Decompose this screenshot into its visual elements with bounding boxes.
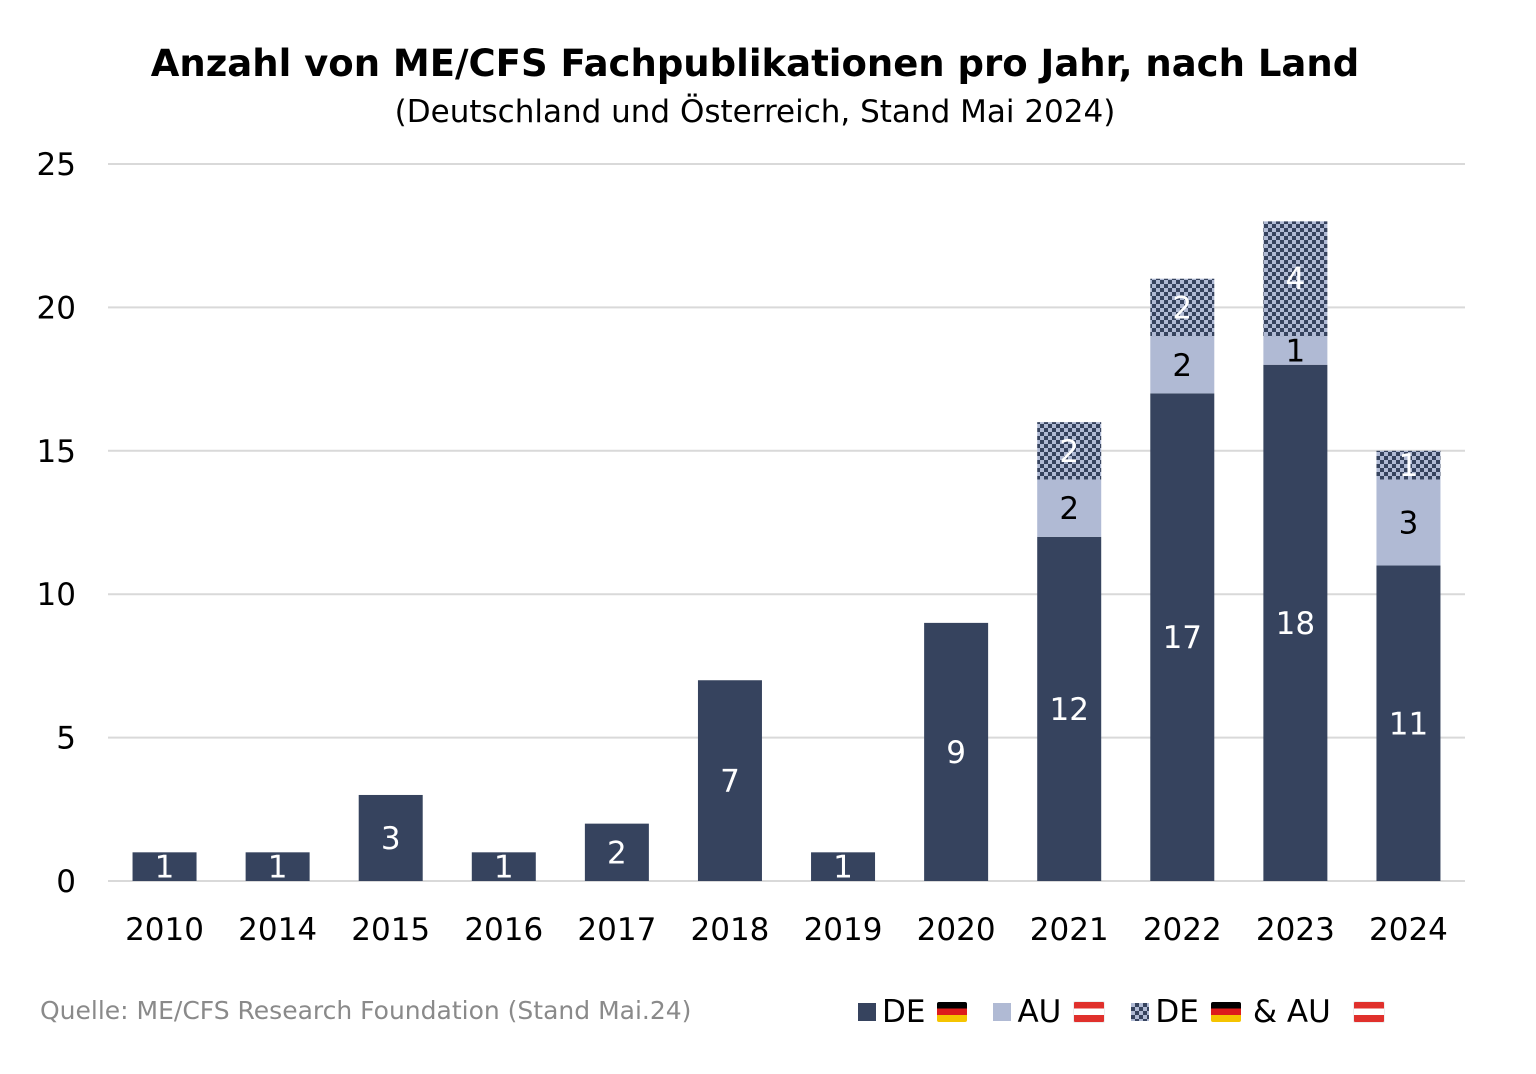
legend-label: DE: [882, 994, 926, 1030]
x-tick-label: 2014: [238, 912, 317, 948]
data-label: 1: [494, 850, 514, 886]
austria-flag-icon: [1352, 1001, 1385, 1023]
chart-title: Anzahl von ME/CFS Fachpublikationen pro …: [150, 42, 1360, 85]
y-tick-label: 0: [56, 864, 76, 900]
data-label: 2: [1172, 348, 1192, 384]
legend-item-de: DE: [858, 994, 968, 1030]
bar-au-2022: [1150, 336, 1215, 394]
legend: DE AU DE & AU: [858, 994, 1411, 1030]
bar-de-2020: [924, 622, 989, 881]
bar-au-2023: [1263, 336, 1328, 365]
x-tick-label: 2019: [804, 912, 883, 948]
x-tick-label: 2018: [691, 912, 770, 948]
bar-de-au-2021: [1037, 422, 1102, 480]
legend-swatch-de-au: [1131, 1003, 1150, 1021]
data-label: 2: [1059, 434, 1079, 470]
data-label: 3: [1399, 506, 1419, 542]
legend-item-de-au: DE & AU: [1131, 994, 1385, 1030]
y-tick-label: 25: [37, 147, 76, 183]
legend-item-au: AU: [993, 994, 1106, 1030]
source-note: Quelle: ME/CFS Research Foundation (Stan…: [40, 996, 692, 1025]
data-label: 4: [1286, 262, 1306, 298]
bar-de-2017: [584, 823, 649, 881]
x-tick-label: 2010: [125, 912, 204, 948]
y-tick-label: 10: [37, 577, 76, 613]
y-tick-label: 20: [37, 290, 76, 326]
x-tick-label: 2023: [1256, 912, 1335, 948]
data-label: 9: [946, 735, 966, 771]
bar-de-au-2022: [1150, 278, 1215, 337]
data-label: 1: [268, 850, 288, 886]
y-tick-label: 15: [37, 434, 76, 470]
germany-flag-icon: [937, 1002, 968, 1022]
x-tick-label: 2021: [1030, 912, 1109, 948]
data-label: 11: [1389, 706, 1428, 742]
data-label: 12: [1049, 692, 1088, 728]
bar-de-2024: [1376, 565, 1441, 881]
x-tick-label: 2015: [351, 912, 430, 948]
austria-flag-icon: [1073, 1001, 1106, 1023]
bar-de-au-2023: [1263, 221, 1328, 337]
legend-label: & AU: [1252, 994, 1331, 1030]
legend-label: AU: [1017, 994, 1062, 1030]
bar-au-2024: [1376, 479, 1441, 566]
bar-de-2014: [245, 852, 310, 881]
x-tick-label: 2024: [1369, 912, 1448, 948]
bar-de-2023: [1263, 364, 1328, 881]
bar-de-2019: [811, 852, 876, 881]
x-tick-label: 2016: [464, 912, 543, 948]
legend-swatch-de: [858, 1003, 876, 1021]
legend-label: DE: [1155, 994, 1199, 1030]
data-label: 1: [1286, 333, 1306, 369]
data-label: 2: [607, 835, 627, 871]
bar-de-2021: [1037, 536, 1102, 881]
x-tick-label: 2020: [917, 912, 996, 948]
data-label: 18: [1276, 606, 1315, 642]
x-tick-label: 2022: [1143, 912, 1222, 948]
chart-subtitle: (Deutschland und Österreich, Stand Mai 2…: [394, 94, 1116, 130]
data-label: 3: [381, 821, 401, 857]
bar-de-2015: [358, 794, 423, 881]
y-tick-label: 5: [56, 721, 76, 757]
data-label: 2: [1172, 290, 1192, 326]
data-label: 1: [833, 850, 853, 886]
bar-de-2010: [132, 852, 197, 881]
bar-de-2022: [1150, 393, 1215, 881]
bar-de-au-2024: [1376, 450, 1441, 480]
x-tick-label: 2017: [577, 912, 656, 948]
data-label: 17: [1163, 620, 1202, 656]
germany-flag-icon: [1210, 1002, 1241, 1022]
data-label: 7: [720, 764, 740, 800]
legend-swatch-au: [993, 1003, 1012, 1021]
data-label: 1: [1399, 448, 1419, 484]
data-label: 2: [1059, 491, 1079, 527]
bar-au-2021: [1037, 479, 1102, 537]
bar-de-2018: [697, 680, 762, 881]
data-label: 1: [155, 850, 175, 886]
bar-de-2016: [471, 852, 536, 881]
